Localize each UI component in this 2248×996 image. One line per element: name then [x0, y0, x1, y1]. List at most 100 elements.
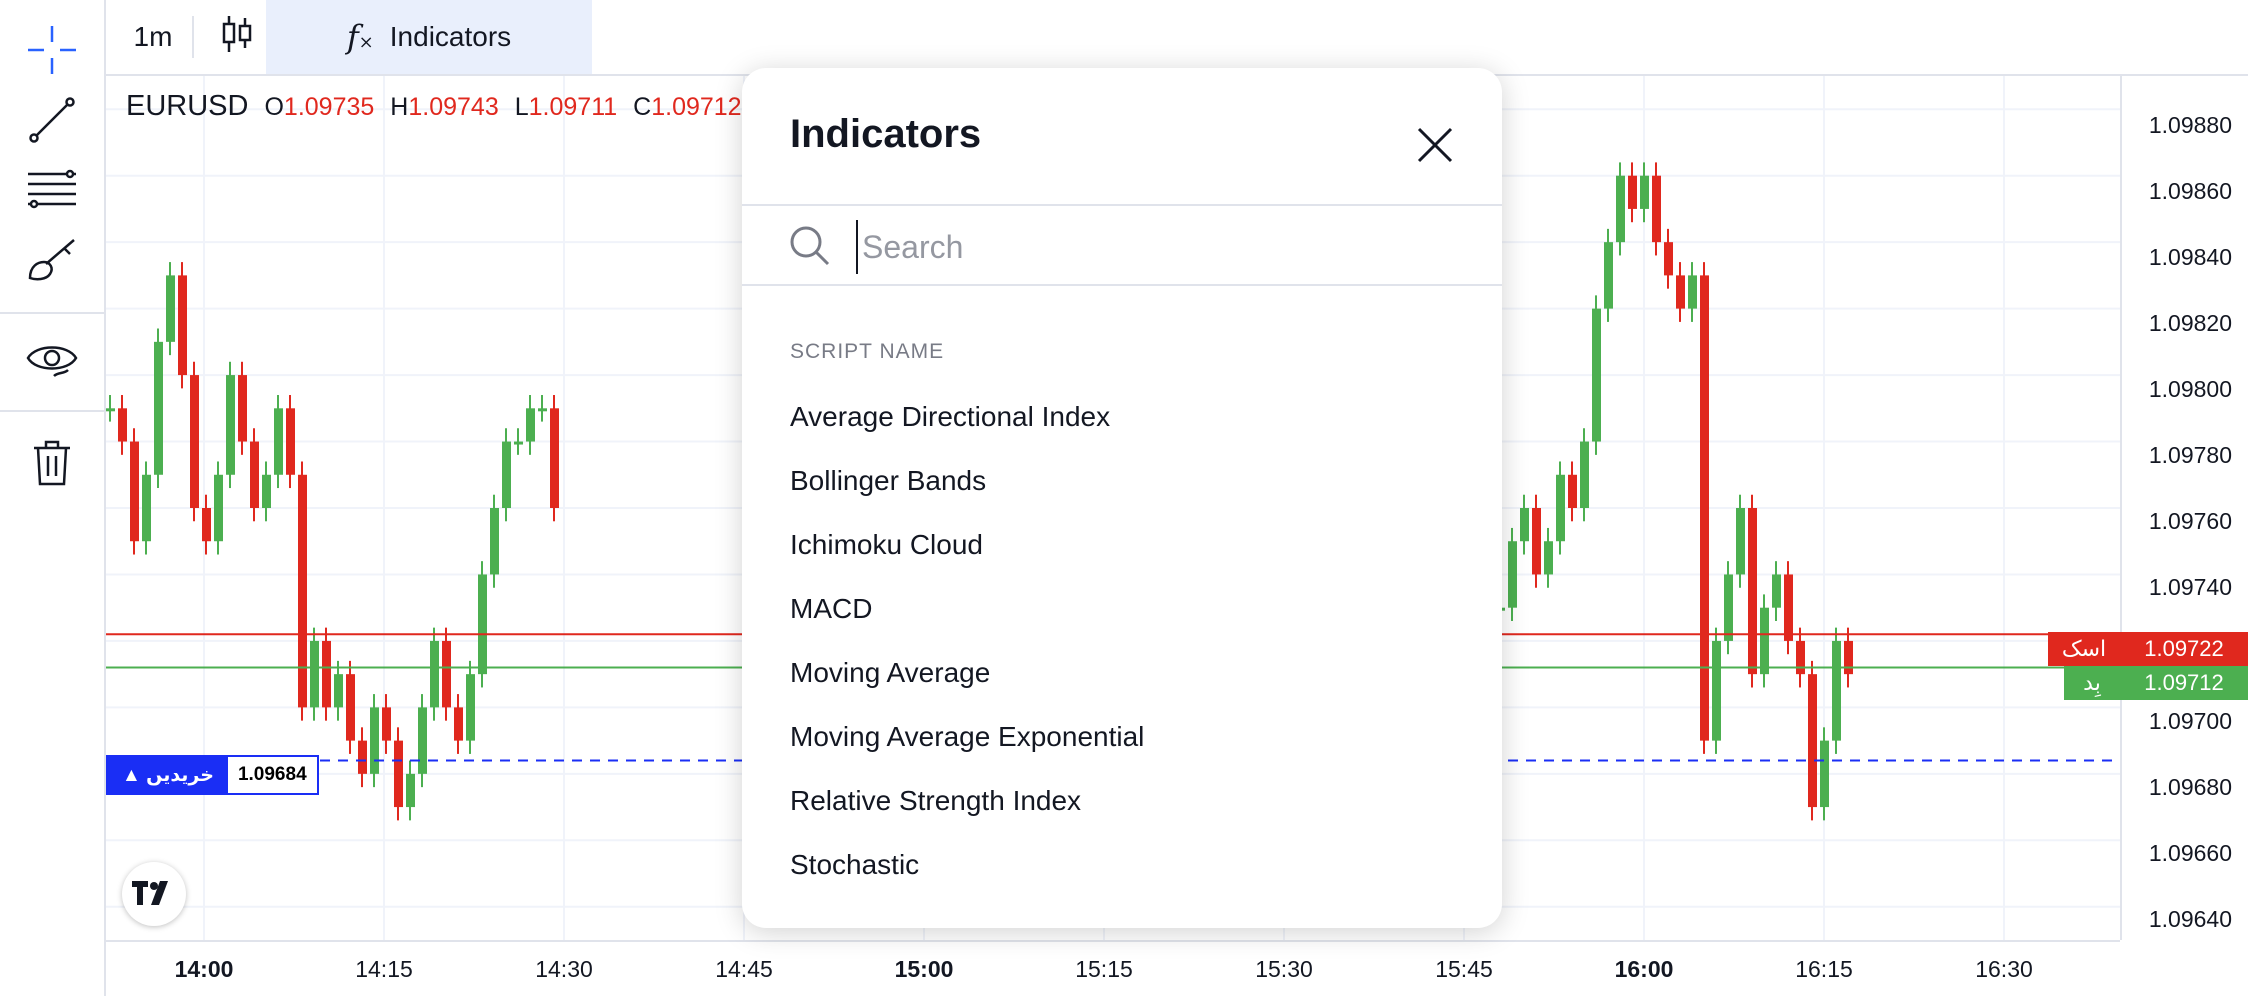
- candle-body: [1628, 175, 1637, 209]
- candle-body: [418, 707, 427, 774]
- interval-button[interactable]: 1m: [120, 0, 186, 74]
- price-axis-label: 1.09680: [2148, 774, 2232, 800]
- candle-body: [1772, 574, 1781, 608]
- price-axis[interactable]: 1.09880 1.09860 1.09840 1.09820 1.09800 …: [2120, 76, 2248, 940]
- price-axis-label: 1.09740: [2148, 574, 2232, 600]
- open-value: 1.09735: [283, 93, 375, 121]
- candle-body: [454, 707, 463, 741]
- left-drawing-toolbar: [0, 0, 106, 996]
- indicators-label: Indicators: [389, 21, 512, 52]
- chart-type-button[interactable]: [202, 0, 272, 74]
- tradingview-logo[interactable]: [122, 862, 186, 926]
- candle-body: [370, 707, 379, 774]
- candle-body: [1652, 175, 1661, 243]
- candle-body: [1508, 541, 1517, 608]
- candle-body: [274, 408, 283, 475]
- candle-body: [142, 474, 151, 542]
- price-axis-label: 1.09640: [2148, 906, 2232, 932]
- candle-body: [430, 640, 439, 708]
- time-axis-label: 16:15: [1795, 956, 1853, 982]
- candle-body: [298, 474, 307, 708]
- script-item-moving-average[interactable]: Moving Average: [742, 642, 1502, 704]
- close-label: C: [633, 93, 652, 121]
- time-axis-label: 14:00: [174, 956, 234, 982]
- search-row: [742, 204, 1502, 286]
- close-value: 1.09712: [651, 93, 742, 121]
- candle-body: [1784, 574, 1793, 641]
- indicators-button[interactable]: f× Indicators: [266, 0, 592, 74]
- candle-body: [1688, 275, 1697, 309]
- candle-body: [1544, 541, 1553, 575]
- bid-price-tag: 1.09712: [2120, 666, 2248, 700]
- buy-order-price: 1.09684: [237, 764, 307, 785]
- script-item-ichimoku-cloud[interactable]: Ichimoku Cloud: [742, 514, 1502, 576]
- brush-icon[interactable]: [22, 230, 82, 290]
- candle-body: [514, 441, 523, 445]
- time-axis-label: 15:30: [1255, 956, 1313, 982]
- section-header: SCRIPT NAME: [790, 340, 945, 363]
- script-item-label: Ichimoku Cloud: [790, 529, 983, 560]
- script-item-stochastic[interactable]: Stochastic: [742, 834, 1502, 896]
- low-label: L: [514, 93, 529, 121]
- candle-body: [1724, 574, 1733, 641]
- script-item-macd[interactable]: MACD: [742, 578, 1502, 640]
- candle-body: [1820, 740, 1829, 808]
- candle-body: [1604, 242, 1613, 309]
- candle-body: [226, 375, 235, 475]
- interval-label: 1m: [133, 21, 173, 52]
- candle-body: [490, 508, 499, 575]
- trash-icon[interactable]: [22, 432, 82, 492]
- script-item-label: Moving Average Exponential: [790, 721, 1145, 752]
- crosshair-icon[interactable]: [22, 20, 82, 80]
- candle-body: [502, 441, 511, 508]
- function-icon: f×: [346, 18, 374, 56]
- high-value: 1.09743: [408, 93, 499, 121]
- candle-body: [130, 441, 139, 542]
- high-label: H: [390, 93, 409, 121]
- candle-body: [478, 574, 487, 675]
- candle-body: [166, 275, 175, 342]
- time-axis[interactable]: 14:00 14:15 14:30 14:45 15:00 15:15 15:3…: [106, 940, 2120, 996]
- time-axis-label: 16:00: [1614, 956, 1674, 982]
- search-icon: [790, 226, 830, 266]
- candle-body: [1580, 441, 1589, 508]
- close-button[interactable]: [1402, 112, 1468, 178]
- script-item-moving-average-exponential[interactable]: Moving Average Exponential: [742, 706, 1502, 768]
- script-item-label: Moving Average: [790, 657, 991, 688]
- candle-body: [1640, 175, 1649, 209]
- candle-body: [442, 640, 451, 708]
- search-input[interactable]: [856, 220, 1464, 274]
- script-item-average-directional-index[interactable]: Average Directional Index: [742, 386, 1502, 448]
- candle-body: [466, 674, 475, 741]
- candle-body: [238, 375, 247, 442]
- candle-body: [214, 474, 223, 542]
- candle-body: [178, 275, 187, 376]
- price-axis-label: 1.09660: [2148, 840, 2232, 866]
- candle-body: [310, 640, 319, 708]
- candle-body: [1832, 640, 1841, 741]
- candle-body: [1700, 275, 1709, 741]
- time-axis-label: 15:15: [1075, 956, 1133, 982]
- candle-body: [1592, 308, 1601, 442]
- eye-icon[interactable]: [22, 328, 82, 388]
- candle-body: [526, 408, 535, 442]
- script-item-label: Relative Strength Index: [790, 785, 1082, 816]
- script-item-bollinger-bands[interactable]: Bollinger Bands: [742, 450, 1502, 512]
- dialog-title: Indicators: [790, 112, 982, 156]
- candle-body: [154, 341, 163, 475]
- candle-body: [1760, 607, 1769, 675]
- time-axis-label: 14:45: [715, 956, 773, 982]
- candle-body: [1748, 508, 1757, 675]
- price-axis-label: 1.09800: [2148, 376, 2232, 402]
- candle-body: [262, 474, 271, 508]
- candle-body: [1676, 275, 1685, 309]
- price-axis-label: 1.09840: [2148, 244, 2232, 270]
- buy-order-marker[interactable]: ▲ خریدیں 1.09684: [106, 755, 319, 795]
- script-item-relative-strength-index[interactable]: Relative Strength Index: [742, 770, 1502, 832]
- time-axis-label: 15:45: [1435, 956, 1493, 982]
- fib-retracement-icon[interactable]: [22, 160, 82, 220]
- trend-line-icon[interactable]: [22, 90, 82, 150]
- time-axis-label: 14:30: [535, 956, 593, 982]
- indicators-dialog: Indicators SCRIPT NAME Average Direction…: [742, 68, 1502, 928]
- ask-price-tag: 1.09722: [2120, 632, 2248, 666]
